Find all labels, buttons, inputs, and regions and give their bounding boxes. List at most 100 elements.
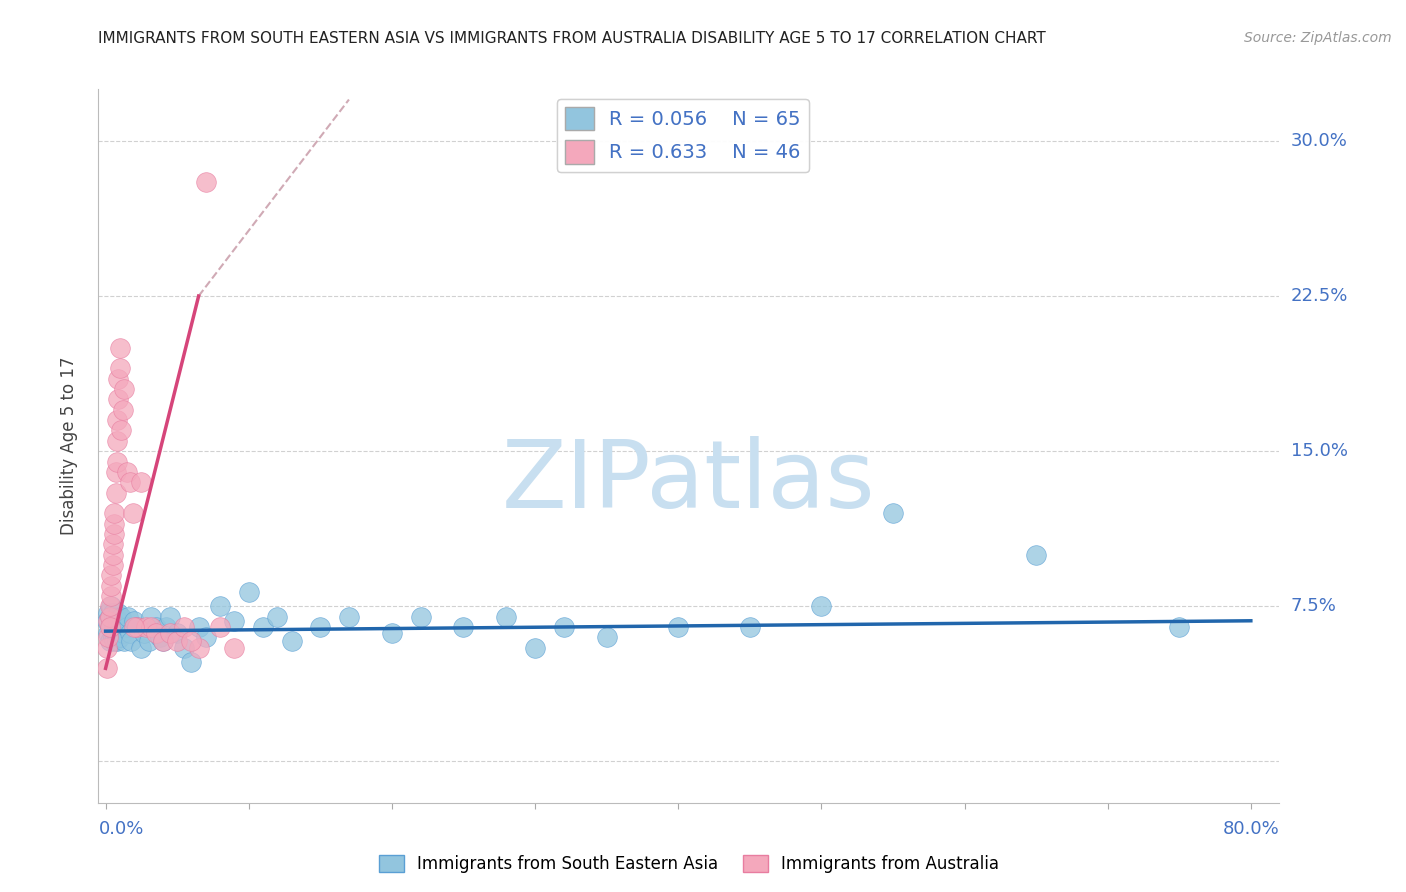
Point	[110, 609, 132, 624]
Point	[98, 609, 121, 624]
Point	[108, 630, 131, 644]
Point	[138, 634, 160, 648]
Text: 15.0%: 15.0%	[1291, 442, 1347, 460]
Point	[100, 579, 122, 593]
Point	[104, 626, 127, 640]
Point	[194, 630, 217, 644]
Point	[224, 640, 246, 655]
Point	[105, 454, 128, 468]
Point	[108, 620, 131, 634]
Point	[100, 620, 122, 634]
Point	[97, 626, 120, 640]
Point	[107, 392, 129, 407]
Point	[409, 609, 432, 624]
Point	[131, 640, 153, 655]
Point	[118, 626, 141, 640]
Point	[105, 634, 128, 648]
Text: 7.5%: 7.5%	[1291, 598, 1337, 615]
Point	[152, 634, 174, 648]
Point	[112, 382, 135, 396]
Point	[194, 175, 217, 189]
Text: 30.0%: 30.0%	[1291, 132, 1347, 150]
Point	[98, 634, 121, 648]
Point	[104, 609, 127, 624]
Point	[882, 506, 904, 520]
Point	[666, 620, 689, 634]
Point	[108, 361, 131, 376]
Point	[524, 640, 547, 655]
Point	[381, 626, 404, 640]
Point	[180, 655, 202, 669]
Point	[121, 506, 143, 520]
Point	[166, 634, 188, 648]
Y-axis label: Disability Age 5 to 17: Disability Age 5 to 17	[59, 357, 77, 535]
Point	[104, 485, 127, 500]
Point	[134, 626, 156, 640]
Point	[98, 609, 121, 624]
Point	[152, 634, 174, 648]
Text: 0.0%: 0.0%	[98, 820, 143, 838]
Point	[107, 372, 129, 386]
Point	[453, 620, 475, 634]
Point	[101, 558, 124, 572]
Point	[595, 630, 617, 644]
Point	[187, 620, 209, 634]
Point	[97, 614, 120, 628]
Point	[108, 341, 131, 355]
Point	[337, 609, 360, 624]
Point	[149, 630, 172, 644]
Point	[118, 475, 141, 490]
Point	[115, 465, 138, 479]
Text: 22.5%: 22.5%	[1291, 287, 1348, 305]
Point	[103, 516, 125, 531]
Point	[96, 614, 118, 628]
Point	[738, 620, 761, 634]
Point	[173, 640, 195, 655]
Point	[159, 626, 181, 640]
Point	[103, 527, 125, 541]
Point	[224, 614, 246, 628]
Point	[111, 402, 134, 417]
Point	[155, 620, 177, 634]
Point	[125, 620, 148, 634]
Point	[107, 614, 129, 628]
Point	[101, 537, 124, 551]
Point	[187, 640, 209, 655]
Point	[101, 614, 124, 628]
Point	[97, 630, 120, 644]
Point	[173, 620, 195, 634]
Point	[96, 640, 118, 655]
Point	[238, 584, 260, 599]
Point	[1025, 548, 1047, 562]
Legend: R = 0.056    N = 65, R = 0.633    N = 46: R = 0.056 N = 65, R = 0.633 N = 46	[557, 99, 808, 171]
Point	[115, 620, 138, 634]
Point	[180, 634, 202, 648]
Point	[103, 506, 125, 520]
Text: Source: ZipAtlas.com: Source: ZipAtlas.com	[1244, 31, 1392, 45]
Point	[110, 424, 132, 438]
Point	[96, 661, 118, 675]
Point	[145, 620, 167, 634]
Text: ZIPatlas: ZIPatlas	[502, 435, 876, 528]
Point	[266, 609, 288, 624]
Point	[495, 609, 517, 624]
Point	[145, 626, 167, 640]
Point	[122, 614, 145, 628]
Point	[810, 599, 832, 614]
Point	[98, 620, 121, 634]
Point	[105, 413, 128, 427]
Point	[131, 475, 153, 490]
Point	[105, 434, 128, 448]
Point	[111, 626, 134, 640]
Point	[1168, 620, 1191, 634]
Point	[309, 620, 332, 634]
Point	[100, 589, 122, 603]
Point	[120, 634, 142, 648]
Point	[209, 620, 232, 634]
Point	[97, 606, 120, 620]
Point	[141, 620, 163, 634]
Point	[103, 620, 125, 634]
Point	[100, 568, 122, 582]
Point	[98, 599, 121, 614]
Point	[101, 548, 124, 562]
